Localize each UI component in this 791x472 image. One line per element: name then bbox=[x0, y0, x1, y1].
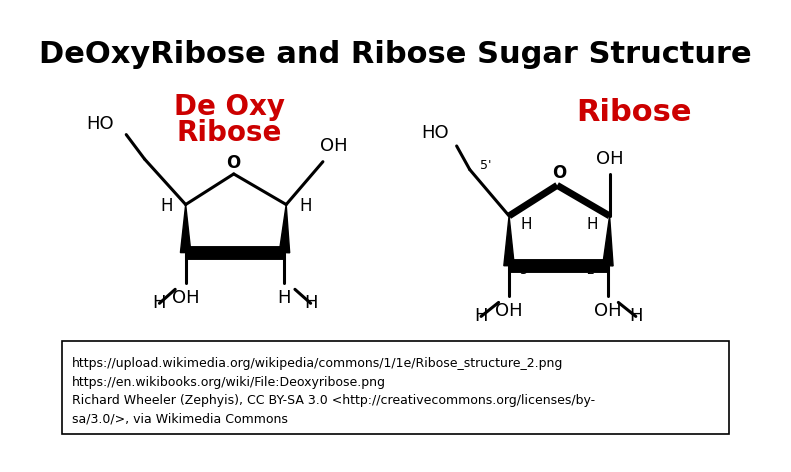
Text: H: H bbox=[161, 197, 172, 215]
Text: https://en.wikibooks.org/wiki/File:Deoxyribose.png: https://en.wikibooks.org/wiki/File:Deoxy… bbox=[72, 376, 386, 389]
Text: H: H bbox=[153, 295, 166, 312]
FancyBboxPatch shape bbox=[62, 341, 729, 434]
Text: H: H bbox=[629, 307, 642, 325]
Text: HO: HO bbox=[421, 124, 448, 142]
Text: OH: OH bbox=[495, 302, 523, 320]
Text: 3': 3' bbox=[519, 263, 531, 277]
Text: H: H bbox=[520, 217, 532, 232]
Text: https://upload.wikimedia.org/wikipedia/commons/1/1e/Ribose_structure_2.png: https://upload.wikimedia.org/wikipedia/c… bbox=[72, 357, 563, 371]
Text: H: H bbox=[586, 217, 598, 232]
Text: OH: OH bbox=[320, 137, 348, 155]
Text: O: O bbox=[226, 153, 241, 172]
Text: H: H bbox=[475, 307, 488, 325]
Text: 2': 2' bbox=[586, 263, 598, 277]
Text: O: O bbox=[552, 164, 566, 182]
Text: De Oxy: De Oxy bbox=[174, 93, 285, 121]
Polygon shape bbox=[180, 204, 191, 253]
Text: Ribose: Ribose bbox=[577, 98, 692, 127]
Text: H: H bbox=[299, 197, 312, 215]
Text: Ribose: Ribose bbox=[176, 119, 282, 147]
Text: DeOxyRibose and Ribose Sugar Structure: DeOxyRibose and Ribose Sugar Structure bbox=[39, 40, 751, 69]
Text: 5': 5' bbox=[479, 159, 491, 172]
Polygon shape bbox=[504, 216, 514, 266]
Text: Richard Wheeler (Zephyis), CC BY-SA 3.0 <http://creativecommons.org/licenses/by-: Richard Wheeler (Zephyis), CC BY-SA 3.0 … bbox=[72, 394, 595, 407]
Text: sa/3.0/>, via Wikimedia Commons: sa/3.0/>, via Wikimedia Commons bbox=[72, 413, 288, 426]
Text: OH: OH bbox=[596, 150, 623, 168]
Text: OH: OH bbox=[172, 289, 199, 307]
Text: HO: HO bbox=[86, 115, 114, 133]
Polygon shape bbox=[603, 216, 613, 266]
Text: H: H bbox=[304, 295, 317, 312]
Text: OH: OH bbox=[594, 302, 622, 320]
Text: H: H bbox=[278, 289, 291, 307]
Polygon shape bbox=[279, 204, 290, 253]
